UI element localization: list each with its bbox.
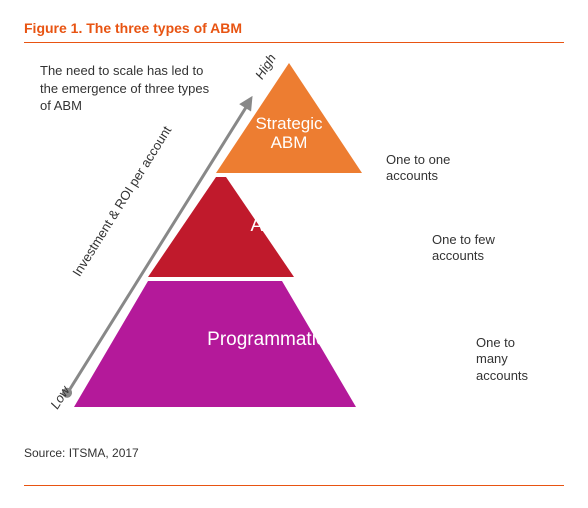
figure-title: Figure 1. The three types of ABM xyxy=(24,20,564,43)
tier-label-programmatic: Programmatic ABM xyxy=(74,329,504,351)
side-label-programmatic: One to manyaccounts xyxy=(476,335,544,384)
tier-text-strategic: StrategicABM xyxy=(255,114,322,153)
side-label-lite: One to fewaccounts xyxy=(432,232,495,265)
source-citation: Source: ITSMA, 2017 xyxy=(24,446,139,460)
tier-label-strategic: StrategicABM xyxy=(74,114,504,153)
bottom-rule xyxy=(24,485,564,486)
side-label-strategic: One to oneaccounts xyxy=(386,152,450,185)
pyramid-diagram: Investment & ROI per account High Low St… xyxy=(24,57,544,427)
